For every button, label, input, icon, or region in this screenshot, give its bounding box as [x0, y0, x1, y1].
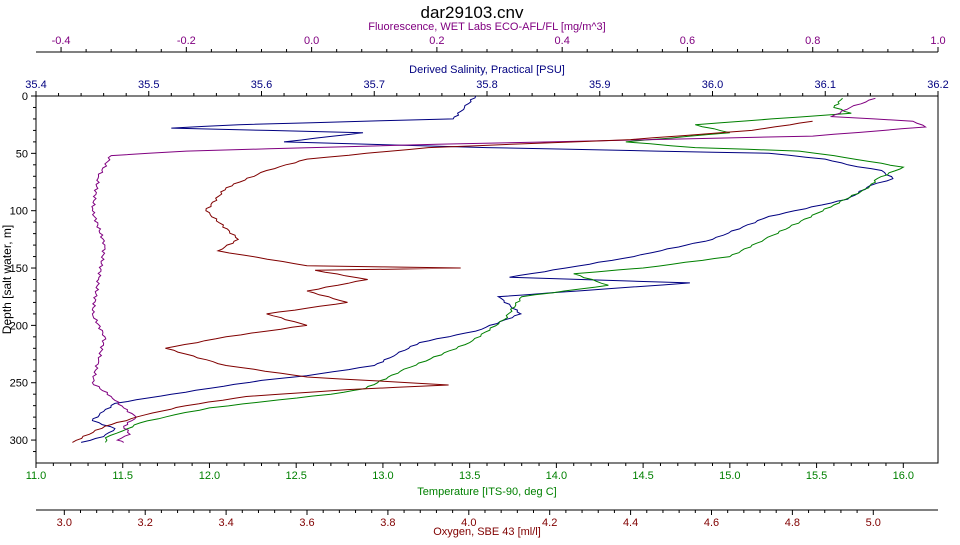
- salinity-axis-label: Derived Salinity, Practical [PSU]: [409, 64, 565, 76]
- salinity-profile-line: [80, 95, 894, 443]
- temperature-tick-label: 12.5: [285, 470, 306, 482]
- oxygen-tick-label: 4.4: [623, 517, 638, 529]
- fluorescence-tick-label: -0.2: [177, 35, 196, 47]
- oxygen-profile-line: [72, 120, 813, 443]
- temperature-tick-label: 15.0: [719, 470, 740, 482]
- temperature-profile-line: [104, 97, 905, 443]
- fluorescence-tick-label: 1.0: [930, 35, 945, 47]
- temperature-axis-label: Temperature [ITS-90, deg C]: [417, 486, 556, 498]
- salinity-tick-label: 35.6: [251, 79, 272, 91]
- salinity-tick-label: 36.1: [815, 79, 836, 91]
- axis-layer: 0 50 100 150 200 250 300 Depth [salt water, m] -…: [0, 21, 949, 538]
- temperature-tick-label: 11.0: [26, 470, 47, 482]
- oxygen-tick-label: 3.6: [299, 517, 314, 529]
- oxygen-axis-label: Oxygen, SBE 43 [ml/l]: [433, 526, 541, 538]
- y-tick-label: 200: [10, 320, 28, 332]
- y-tick-label: 50: [16, 148, 28, 160]
- oxygen-tick-label: 3.0: [57, 517, 72, 529]
- fluorescence-tick-label: -0.4: [52, 35, 71, 47]
- fluorescence-tick-label: 0.6: [680, 35, 695, 47]
- fluorescence-axis-label: Fluorescence, WET Labs ECO-AFL/FL [mg/m^…: [368, 21, 605, 33]
- temperature-tick-label: 15.5: [806, 470, 827, 482]
- salinity-tick-label: 35.5: [138, 79, 159, 91]
- oxygen-tick-label: 4.0: [461, 517, 476, 529]
- salinity-tick-label: 35.8: [476, 79, 497, 91]
- oxygen-tick-label: 4.2: [542, 517, 557, 529]
- plot-area: [35, 95, 939, 464]
- y-tick-label: 100: [10, 206, 28, 218]
- temperature-tick-label: 13.0: [372, 470, 393, 482]
- oxygen-tick-label: 4.6: [704, 517, 719, 529]
- fluorescence-profile-line: [91, 97, 927, 443]
- oxygen-tick-label: 3.8: [380, 517, 395, 529]
- fluorescence-tick-label: 0.4: [555, 35, 570, 47]
- y-axis-label: Depth [salt water, m]: [0, 225, 14, 334]
- temperature-tick-label: 11.5: [112, 470, 133, 482]
- temperature-tick-label: 14.5: [632, 470, 653, 482]
- salinity-tick-label: 35.7: [364, 79, 385, 91]
- temperature-tick-label: 13.5: [459, 470, 480, 482]
- oxygen-tick-label: 5.0: [866, 517, 881, 529]
- temperature-tick-label: 14.0: [546, 470, 567, 482]
- y-tick-label: 150: [10, 263, 28, 275]
- fluorescence-tick-label: 0.0: [304, 35, 319, 47]
- temperature-tick-label: 16.0: [893, 470, 914, 482]
- salinity-tick-label: 36.0: [702, 79, 723, 91]
- fluorescence-tick-label: 0.8: [805, 35, 820, 47]
- series-layer: [72, 95, 927, 443]
- y-tick-label: 0: [22, 91, 28, 103]
- temperature-tick-label: 12.0: [199, 470, 220, 482]
- oxygen-tick-label: 3.2: [138, 517, 153, 529]
- y-tick-label: 300: [10, 435, 28, 447]
- chart-title: dar29103.cnv: [420, 3, 524, 22]
- salinity-tick-label: 35.9: [589, 79, 610, 91]
- y-tick-label: 250: [10, 378, 28, 390]
- salinity-tick-label: 36.2: [927, 79, 948, 91]
- oxygen-tick-label: 4.8: [785, 517, 800, 529]
- oxygen-tick-label: 3.4: [218, 517, 233, 529]
- fluorescence-tick-label: 0.2: [429, 35, 444, 47]
- salinity-tick-label: 35.4: [25, 79, 46, 91]
